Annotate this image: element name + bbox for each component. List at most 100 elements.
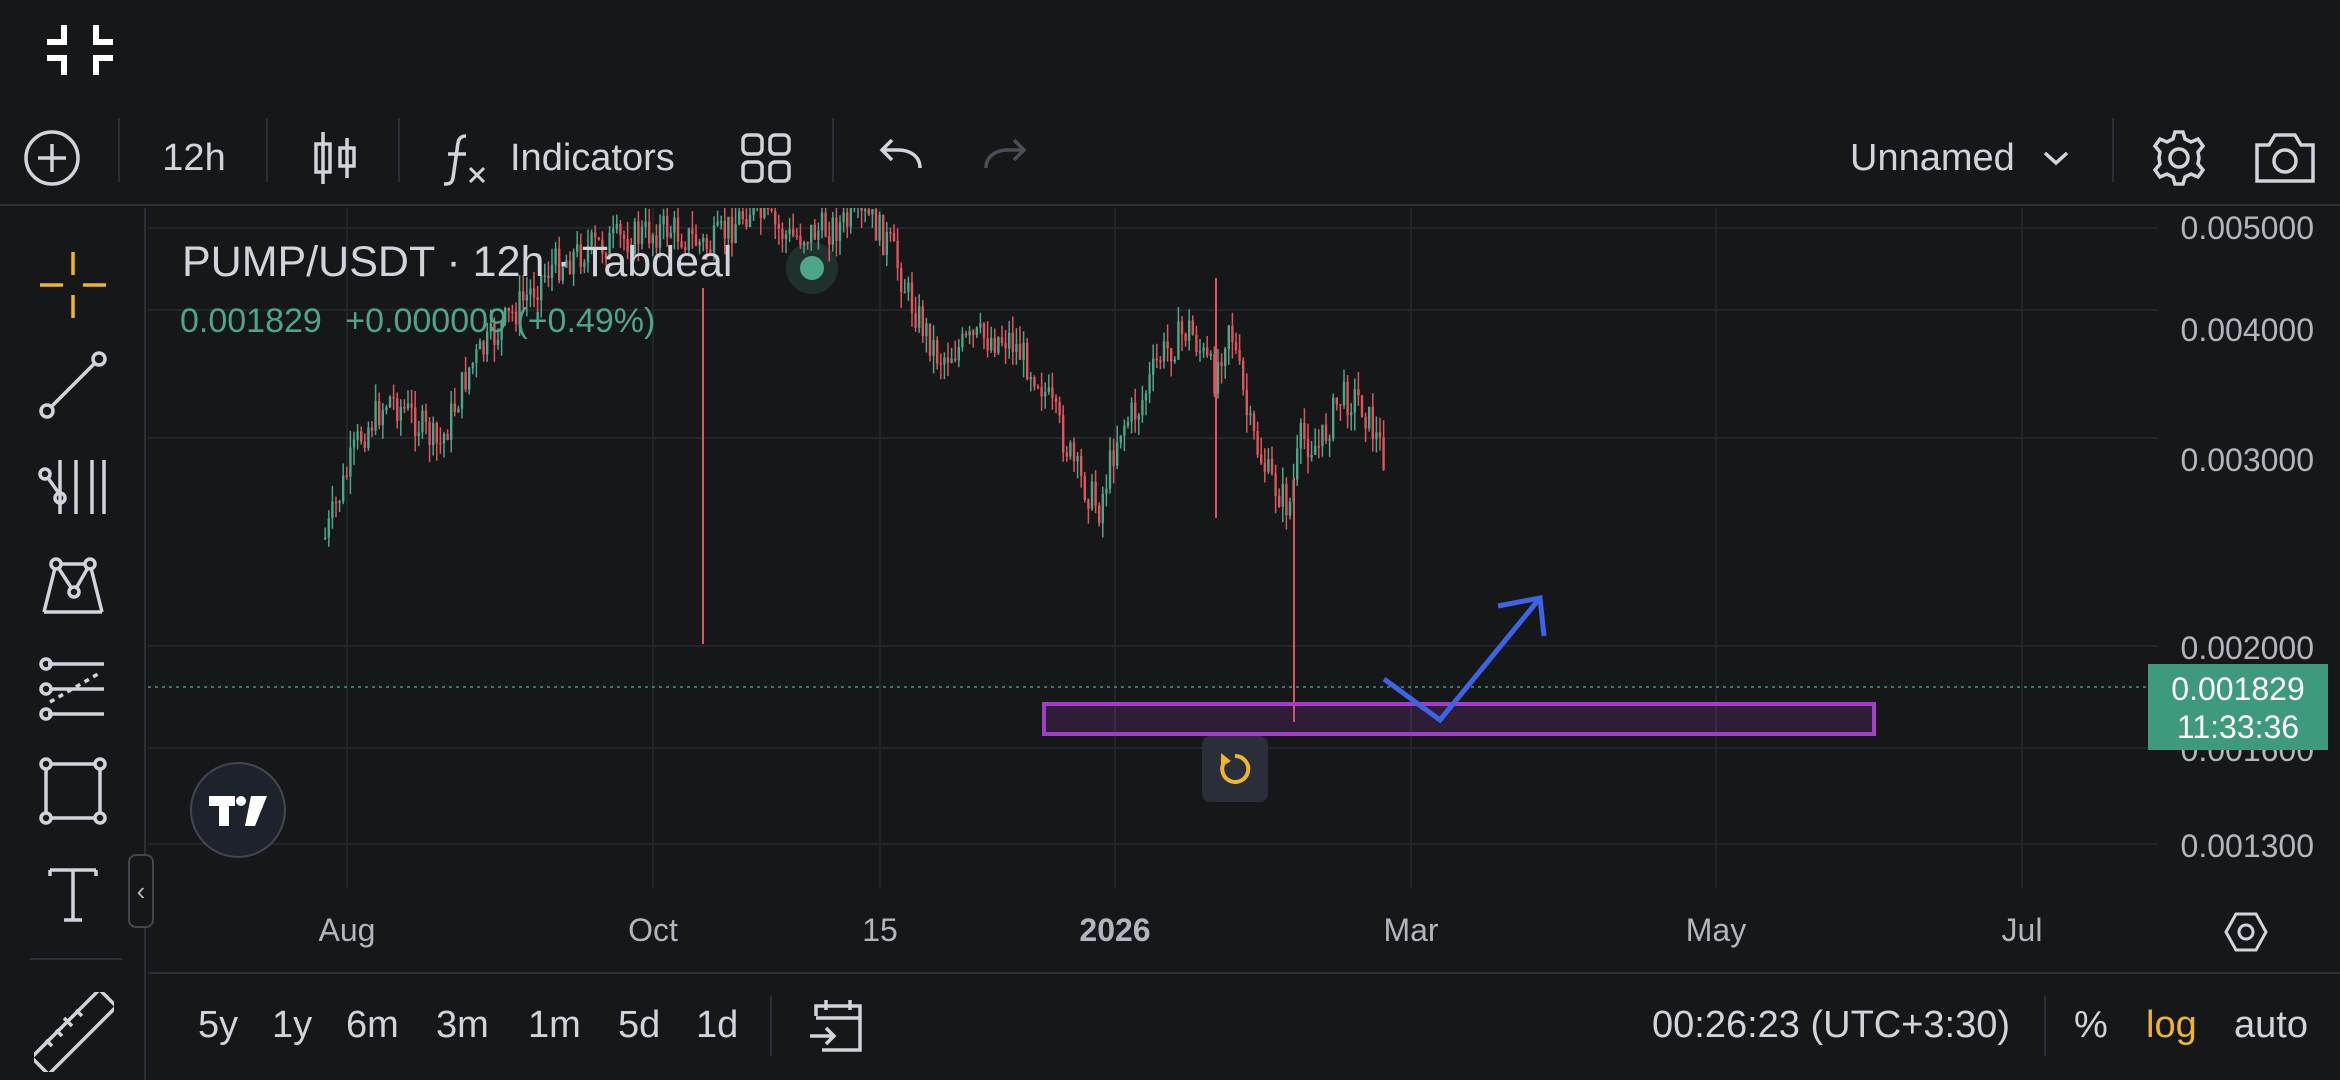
candle-body — [1270, 459, 1274, 474]
auto-scale-toggle[interactable]: auto — [2234, 1004, 2308, 1046]
candle-body — [662, 215, 665, 225]
candle-body — [1022, 342, 1025, 360]
timezone-clock[interactable]: 00:26:23 (UTC+3:30) — [1652, 1004, 2011, 1046]
candle-body — [428, 421, 431, 446]
candle-body — [1137, 415, 1140, 420]
candle-body — [1371, 406, 1374, 440]
candle-body — [1018, 343, 1022, 360]
candle-body — [907, 282, 910, 292]
status-strip — [0, 0, 2340, 100]
text-tool[interactable] — [30, 850, 116, 936]
forecast-tool[interactable] — [30, 646, 116, 732]
chart-settings-button[interactable] — [2222, 908, 2270, 956]
percent-scale-toggle[interactable]: % — [2074, 1004, 2108, 1046]
text-icon — [48, 868, 98, 922]
candle-body — [648, 221, 651, 244]
candle-body — [961, 333, 964, 348]
candle-body — [345, 475, 348, 478]
candle-body — [1296, 448, 1299, 480]
candle-body — [770, 209, 773, 211]
candle-body — [1054, 397, 1058, 403]
symbol-title[interactable]: PUMP/USDT · 12h · Tabdeal — [182, 238, 733, 286]
range-6m[interactable]: 6m — [346, 1004, 399, 1046]
candle-body — [910, 282, 914, 313]
candle-body — [349, 447, 352, 477]
candle-body — [450, 403, 453, 440]
candle-body — [864, 209, 867, 212]
candle-body — [356, 431, 359, 440]
candle-body — [1299, 422, 1302, 449]
candle-body — [1256, 430, 1259, 455]
indicators-icon — [443, 134, 486, 186]
range-1y[interactable]: 1y — [272, 1004, 313, 1046]
rectangle-tool[interactable] — [30, 748, 116, 834]
candle-body — [1242, 360, 1245, 390]
templates-button[interactable] — [736, 110, 796, 206]
market-status-indicator — [786, 242, 838, 294]
candle-body — [1087, 499, 1090, 509]
range-5d[interactable]: 5d — [618, 1004, 661, 1046]
candle-body — [1368, 406, 1371, 429]
add-icon — [24, 130, 80, 186]
candle-body — [1263, 463, 1266, 472]
change-value: +0.000009 (+0.49%) — [345, 302, 656, 340]
candle-body — [370, 427, 374, 431]
candle-body — [583, 262, 586, 267]
collapse-panel-button[interactable]: ‹ — [128, 854, 154, 928]
candle-body — [640, 226, 644, 244]
indicators-button[interactable]: Indicators — [440, 110, 690, 206]
redo-button[interactable] — [976, 110, 1036, 206]
range-1m[interactable]: 1m — [528, 1004, 581, 1046]
candle-body — [990, 338, 993, 351]
range-1d[interactable]: 1d — [696, 1004, 739, 1046]
candle-body — [601, 239, 604, 254]
exit-fullscreen-icon[interactable] — [40, 18, 120, 82]
undo-button[interactable] — [870, 110, 930, 206]
ruler-icon — [29, 987, 119, 1077]
pattern-tool[interactable] — [30, 544, 116, 630]
candle-body — [486, 331, 489, 355]
candle-body — [334, 501, 338, 504]
interval-button[interactable]: 12h — [150, 110, 238, 206]
crosshair-tool[interactable] — [30, 242, 116, 328]
candle-body — [518, 291, 521, 325]
time-tick: Aug — [318, 912, 376, 948]
candle-body — [1238, 349, 1241, 361]
chart-type-button[interactable] — [300, 110, 370, 206]
crosshair-icon — [40, 252, 106, 318]
candle-body — [1090, 481, 1094, 509]
candle-body — [745, 219, 748, 227]
candle-body — [1314, 446, 1317, 455]
candle-body — [338, 501, 341, 504]
candle-body — [1332, 397, 1335, 439]
interval-label: 12h — [162, 136, 226, 179]
undo-icon — [879, 138, 922, 169]
candle-body — [986, 338, 989, 351]
candle-body — [1072, 442, 1076, 462]
chart-grid — [148, 208, 2158, 888]
screenshot-button[interactable] — [2250, 110, 2320, 206]
fib-tool[interactable] — [30, 444, 116, 530]
price-chart[interactable] — [148, 185, 2340, 888]
go-to-date-button[interactable] — [806, 996, 866, 1056]
trend-line-tool[interactable] — [30, 342, 116, 428]
candle-body — [655, 235, 658, 248]
candle-body — [795, 235, 798, 238]
candle-body — [1116, 442, 1119, 466]
settings-button[interactable] — [2146, 110, 2212, 206]
candle-body — [522, 291, 525, 301]
reset-chart-button[interactable] — [1202, 736, 1268, 802]
candle-body — [1119, 435, 1122, 443]
measure-tool[interactable] — [29, 987, 119, 1077]
range-3m[interactable]: 3m — [436, 1004, 489, 1046]
range-5y[interactable]: 5y — [198, 1004, 239, 1046]
candle-body — [705, 238, 708, 250]
candle-body — [684, 247, 687, 250]
layout-selector[interactable]: Unnamed — [1850, 110, 2090, 206]
candle-body — [1177, 321, 1180, 360]
tradingview-logo[interactable] — [190, 762, 286, 858]
log-scale-toggle[interactable]: log — [2146, 1004, 2197, 1046]
candle-body — [1278, 496, 1281, 507]
candle-body — [1227, 325, 1230, 349]
add-symbol-button[interactable] — [20, 110, 84, 206]
